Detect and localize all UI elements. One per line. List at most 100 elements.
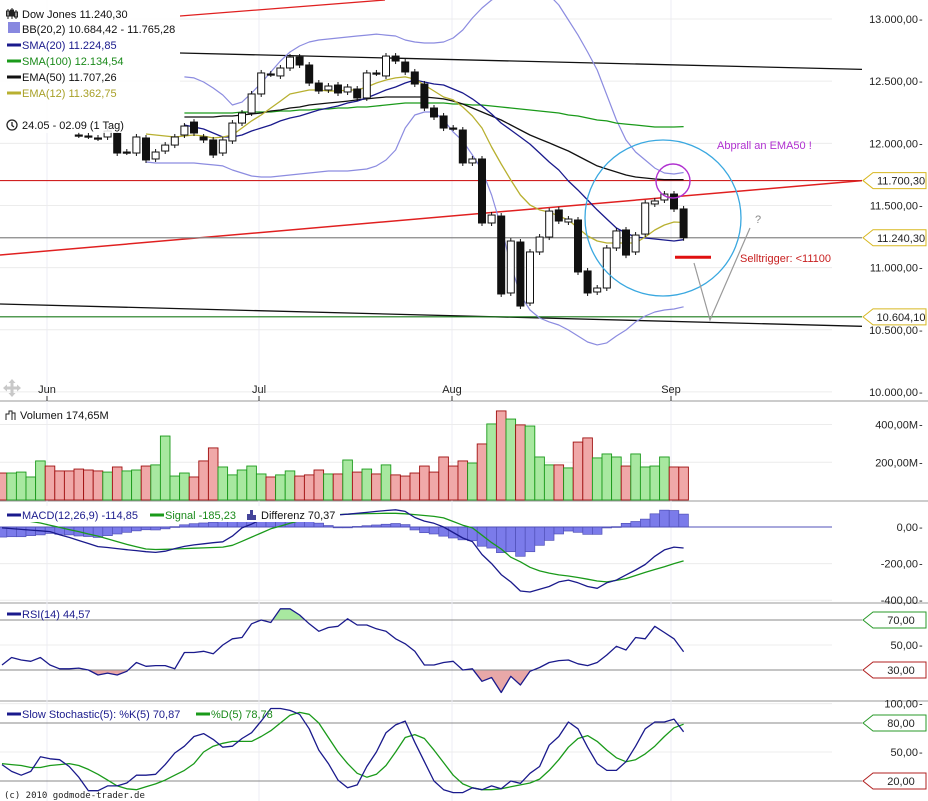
macd-histogram-bar [208,521,219,528]
rsi-y-tick-dash: - [919,640,923,652]
volume-y-tick-label: 400,00M [875,420,918,432]
volume-bar [121,470,133,501]
macd-histogram-bar [640,518,651,528]
candle-body-down [84,135,93,138]
candle-body-up [631,234,640,253]
candle [583,267,592,296]
annotation-question-mark: ? [755,214,761,226]
candle [439,112,448,132]
candle-body-up [593,287,602,293]
copyright: (c) 2010 godmode-trader.de [4,791,145,801]
macd-histogram-bar [121,526,132,533]
volume-bar [467,462,478,501]
candle-body-down [190,121,198,134]
legend-stochastic: Slow Stochastic(5): %K(5) 70,87 %D(5) 78… [7,709,273,721]
legend-stoch-k-label: Slow Stochastic(5): %K(5) 70,87 [22,709,180,721]
price-y-tick-label: 11.000,00 [870,263,918,275]
candle [343,84,352,95]
candle [314,80,323,94]
volume-bar [0,472,8,501]
annotation-circle-magenta [655,163,691,199]
volume-bar [15,471,27,501]
candle [574,217,582,275]
candle [324,83,333,93]
legend-macd-label: MACD(12,26,9) -114,85 [22,510,138,522]
volume-bar [217,466,229,501]
legend-rsi: RSI(14) 44,57 [7,609,90,621]
volume-bar [284,470,296,501]
rsi-panel [0,608,862,694]
sma20-line [184,79,684,242]
candle [247,90,256,116]
candle [382,53,390,79]
volume-bar [591,457,603,501]
legend-price-label: Dow Jones 11.240,30 [22,9,128,21]
macd-histogram-bar [563,526,574,532]
volume-bar [419,465,430,501]
candle-body-down [122,151,131,154]
candle-body-down [478,158,486,224]
volume-bar [73,468,85,501]
candle-body-down [314,82,323,92]
candle-body-down [679,208,688,239]
candle [679,205,688,241]
candle [305,62,314,87]
candle [113,130,122,157]
macd-histogram-bar [131,526,142,532]
candle [497,213,506,297]
volume-bar [351,471,363,501]
volume-bar [140,465,152,501]
volume-bar [92,470,104,501]
price-level-tag-label: 11.700,30 [877,176,925,188]
rsi-overbought-area [2,608,684,620]
trendline-red-top [179,0,386,17]
volume-bar [111,466,123,501]
volume-bar [255,473,267,501]
candle-body-up [161,144,170,152]
candle [142,134,150,163]
volume-bar [553,464,565,501]
candle [266,70,275,77]
volume-y-tick-dash: - [919,420,923,432]
candle [410,68,419,88]
trendline-red-rising [0,179,862,256]
price-level-tag [862,308,927,326]
price-level-tag [862,229,927,247]
legend-bb-label: BB(20,2) 10.684,42 - 11.765,28 [22,24,175,36]
candle [334,82,342,96]
candle-body-down [574,219,582,273]
macd-histogram-bar [505,526,516,553]
macd-histogram-bar [428,526,440,535]
macd-histogram-bar [659,509,670,528]
macd-histogram-bar [678,513,689,528]
candle [218,136,227,157]
price-y-tick-dash: - [919,387,923,399]
candle [84,132,93,139]
candle [122,149,131,156]
pan-arrows-icon[interactable] [3,379,21,397]
volume-bar [409,472,421,501]
volume-bar [207,447,219,501]
candle-body-down [583,270,592,294]
trendlines [0,0,862,327]
stoch-20-tag [862,772,927,790]
candle-body-up [535,236,544,253]
candle [391,53,400,65]
volume-bar [294,475,305,501]
volume-bar [505,418,517,501]
stochastic-panel [0,707,862,794]
candle-body-down [295,56,304,66]
candle-body-up [257,72,266,95]
stoch-k-line [1,707,685,794]
macd-histogram-bar [476,526,488,547]
macd-histogram-bar [630,521,641,528]
legend-period-label: 24.05 - 02.09 (1 Tag) [22,120,124,132]
stoch-20-tag-label: 20,00 [887,776,915,788]
macd-histogram-bar [25,526,36,536]
legend-ema12-label: EMA(12) 11.362,75 [22,88,117,100]
candle-body-down [670,193,678,210]
candle [276,64,285,79]
stoch-80-tag-label: 80,00 [887,718,915,730]
candle [545,208,554,241]
volume-bar [639,466,651,501]
